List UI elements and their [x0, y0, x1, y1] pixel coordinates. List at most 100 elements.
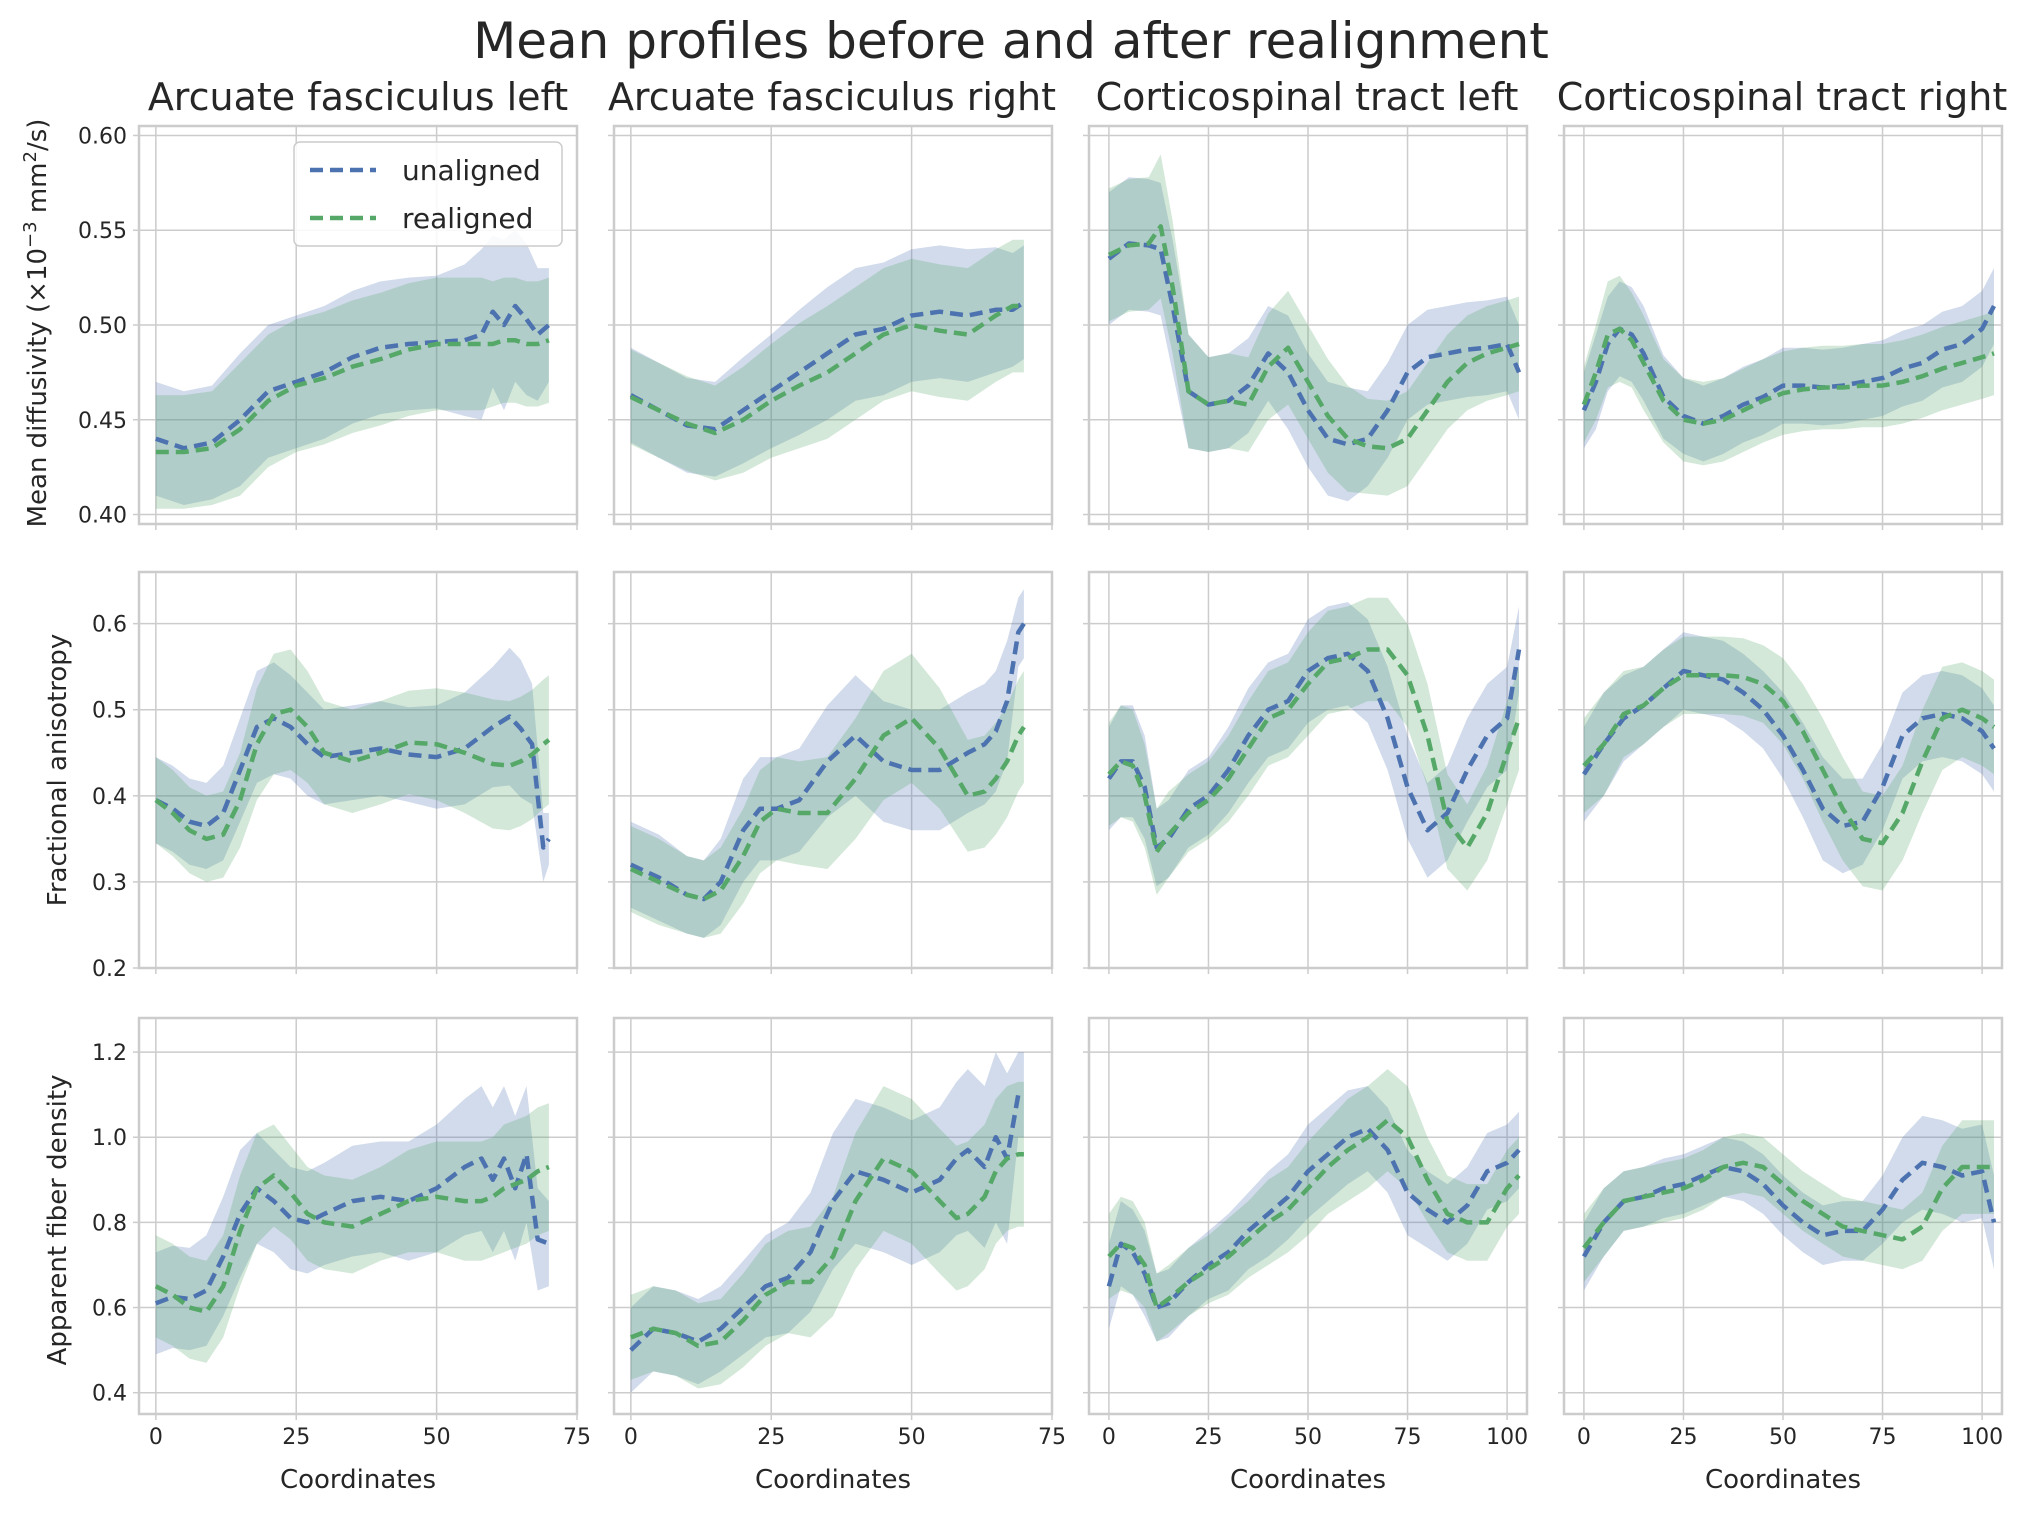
realigned-band: [630, 239, 1024, 481]
unaligned-mean-line: [154, 714, 551, 850]
x-tick-label: 100: [1961, 1425, 2003, 1450]
x-tick-label: 50: [898, 1425, 926, 1450]
unaligned-band: [155, 647, 549, 882]
realigned-band: [155, 277, 549, 509]
panel-fractional-anisotropy-cst-left: [1083, 570, 1529, 974]
realigned-mean-line: [1582, 1160, 1994, 1250]
y-tick-label: 0.6: [92, 1297, 127, 1322]
panel-apparent-fiber-density-arcuate-left: 0 25 50 75 0.4 0.6 0.8 1.0 1.2 Coordinates: [92, 1016, 591, 1495]
x-tick-label: 25: [282, 1425, 310, 1450]
figure-title: Mean profiles before and after realignme…: [473, 12, 1549, 70]
x-axis-label: Coordinates: [280, 1465, 436, 1495]
realigned-band: [1583, 1120, 1994, 1282]
row-label-apparent-fiber-density: Apparent fiber density: [43, 1075, 73, 1366]
panel-frame: [1562, 1016, 2004, 1416]
legend-label-unaligned: unaligned: [402, 154, 541, 187]
y-tick-label: 1.2: [92, 1041, 127, 1066]
column-title-arcuate-left: Arcuate fasciculus left: [148, 75, 568, 119]
x-tick-label: 25: [1669, 1425, 1697, 1450]
panel-mean-diffusivity-arcuate-left: 0.40 0.45 0.50 0.55 0.60: [78, 124, 579, 530]
unaligned-band: [1108, 602, 1519, 887]
unaligned-band: [1583, 268, 1994, 462]
panel-fractional-anisotropy-arcuate-right: [608, 570, 1054, 974]
x-tick-label: 75: [1869, 1425, 1897, 1450]
panel-frame: [137, 570, 579, 970]
realigned-band: [1583, 275, 1994, 466]
unaligned-mean-line: [155, 303, 551, 451]
y-tick-label: 0.45: [78, 409, 127, 434]
panel-mean-diffusivity-arcuate-right: [608, 124, 1054, 530]
realigned-band: [630, 1081, 1024, 1389]
x-axis-label: Coordinates: [1705, 1465, 1861, 1495]
y-tick-label: 1.0: [92, 1126, 127, 1151]
panel-frame: [612, 570, 1054, 970]
unaligned-mean-line: [1107, 241, 1522, 447]
unaligned-band: [1583, 1115, 1994, 1291]
realigned-mean-line: [155, 337, 550, 455]
realigned-mean-line: [1107, 1117, 1521, 1310]
x-tick-label: 50: [1769, 1425, 1797, 1450]
unaligned-band: [630, 589, 1024, 938]
panel-grid: 0.400.450.500.550.600.20.30.40.50.60 25 50…: [78, 124, 2004, 1495]
y-tick-label: 0.40: [78, 504, 127, 529]
realigned-band: [1108, 1069, 1519, 1342]
y-tick-label: 0.55: [78, 219, 127, 244]
panel-frame: [1087, 124, 1529, 526]
y-tick-label: 0.4: [92, 1382, 127, 1407]
panel-frame: [1087, 1016, 1529, 1416]
unaligned-band: [1108, 177, 1519, 502]
unaligned-band: [1108, 1086, 1519, 1342]
panel-frame: [137, 1016, 579, 1416]
y-tick-label: 0.3: [92, 871, 127, 896]
panel-frame: [612, 124, 1054, 526]
panel-fractional-anisotropy-cst-right: [1558, 570, 2004, 974]
realigned-mean-line: [1107, 647, 1522, 855]
realigned-mean-line: [1107, 224, 1520, 451]
unaligned-mean-line: [629, 300, 1026, 432]
x-tick-label: 50: [1294, 1425, 1322, 1450]
y-tick-label: 0.8: [92, 1211, 127, 1236]
panel-frame: [1087, 570, 1529, 970]
panel-frame: [137, 124, 579, 526]
realigned-band: [1108, 597, 1519, 895]
legend-label-realigned: realigned: [402, 202, 533, 235]
realigned-mean-line: [154, 707, 551, 842]
realigned-band: [155, 1103, 549, 1363]
x-tick-label: 75: [1394, 1425, 1422, 1450]
realigned-mean-line: [1581, 326, 1995, 426]
panel-frame: [612, 1016, 1054, 1416]
realigned-mean-line: [154, 1164, 550, 1315]
realigned-mean-line: [1582, 673, 1996, 846]
x-axis-label: Coordinates: [1230, 1465, 1386, 1495]
panel-frame: [1562, 124, 2004, 526]
panel-mean-diffusivity-cst-left: [1083, 124, 1529, 530]
realigned-mean-line: [629, 1152, 1024, 1349]
realigned-band: [155, 649, 549, 882]
y-tick-label: 0.60: [78, 124, 127, 149]
panel-apparent-fiber-density-cst-left: 0 25 50 75 100 Coordinates: [1083, 1016, 1529, 1495]
panel-mean-diffusivity-cst-right: [1558, 124, 2004, 530]
panel-apparent-fiber-density-cst-right: 0 25 50 75 100 Coordinates: [1558, 1016, 2004, 1495]
x-tick-label: 25: [1194, 1425, 1222, 1450]
x-axis-label: Coordinates: [755, 1465, 911, 1495]
column-title-cst-right: Corticospinal tract right: [1557, 75, 2007, 119]
panel-frame: [1562, 570, 2004, 970]
unaligned-mean-line: [1581, 1160, 1997, 1258]
unaligned-mean-line: [1581, 304, 1996, 426]
legend: unaligned realigned: [293, 141, 563, 247]
row-label-mean-diffusivity: Mean diffusivity (×10−3 mm2/s): [20, 119, 53, 528]
x-tick-label: 0: [149, 1425, 163, 1450]
x-tick-label: 0: [624, 1425, 638, 1450]
unaligned-mean-line: [155, 1152, 550, 1306]
x-tick-label: 25: [757, 1425, 785, 1450]
y-tick-label: 0.2: [92, 957, 127, 982]
x-tick-label: 75: [563, 1425, 591, 1450]
unaligned-mean-line: [629, 1092, 1024, 1352]
x-tick-label: 100: [1486, 1425, 1528, 1450]
realigned-mean-line: [629, 716, 1026, 902]
panel-fractional-anisotropy-arcuate-left: 0.2 0.3 0.4 0.5 0.6: [92, 570, 579, 982]
realigned-mean-line: [629, 303, 1024, 436]
unaligned-band: [1583, 632, 1994, 874]
realigned-band: [1108, 154, 1519, 496]
